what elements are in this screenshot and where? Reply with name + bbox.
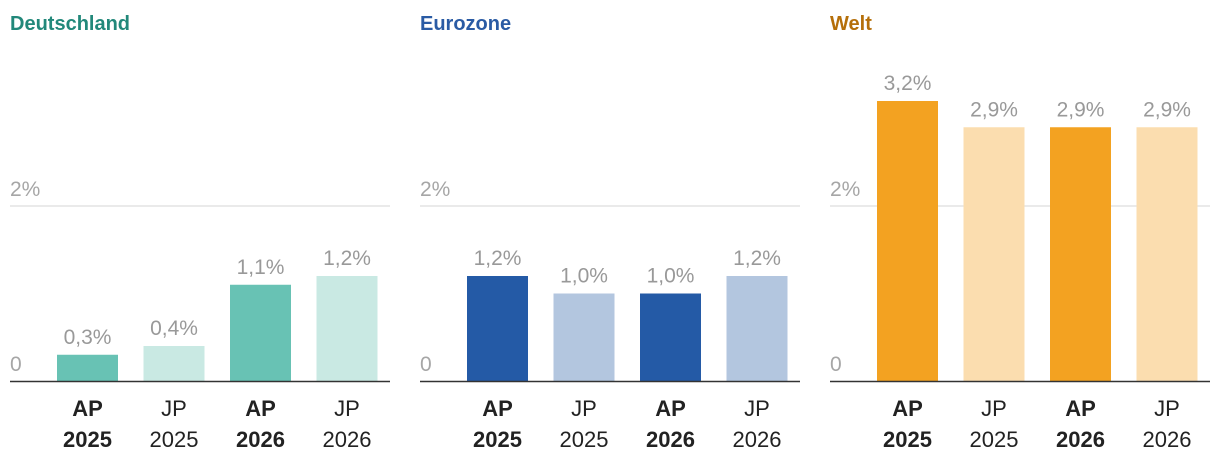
data-label: 0,3% [64, 326, 112, 349]
bar [640, 293, 701, 381]
x-tick-label: JP [744, 396, 770, 421]
data-label: 2,9% [970, 98, 1018, 121]
x-tick-label: AP [482, 396, 513, 421]
x-tick-label: 2026 [323, 427, 372, 452]
data-label: 1,2% [733, 247, 781, 270]
data-label: 1,0% [560, 265, 608, 288]
x-tick-label: 2026 [1143, 427, 1192, 452]
x-tick-label: JP [334, 396, 360, 421]
y-tick-label: 2% [10, 178, 40, 201]
x-tick-label: 2025 [883, 427, 932, 452]
x-tick-label: JP [981, 396, 1007, 421]
bar-chart-deutschland: 0 2% 0,3% AP 2025 0,4% JP 2025 1,1% AP 2026 1,2% JP 2… [10, 178, 390, 452]
bar [1136, 127, 1198, 381]
x-tick-label: 2026 [1056, 427, 1105, 452]
bar [143, 346, 205, 381]
x-tick-label: AP [72, 396, 103, 421]
bar [1050, 127, 1111, 381]
data-label: 1,2% [323, 247, 371, 270]
data-label: 2,9% [1143, 98, 1191, 121]
x-tick-label: 2025 [560, 427, 609, 452]
data-label: 3,2% [884, 72, 932, 95]
bar [726, 276, 788, 381]
y-tick-label: 0 [830, 353, 842, 376]
x-tick-label: JP [1154, 396, 1180, 421]
x-tick-label: AP [245, 396, 276, 421]
chart-title: Eurozone [420, 13, 512, 35]
x-tick-label: JP [161, 396, 187, 421]
chart-panel-welt: Welt 0 2% 3,2% AP 2025 2,9% JP 2025 2,9% AP 2026 2,… [830, 0, 1220, 468]
chart-title: Deutschland [10, 13, 131, 35]
x-tick-label: 2026 [236, 427, 285, 452]
bar [230, 284, 291, 381]
data-label: 1,0% [647, 265, 695, 288]
x-tick-label: AP [655, 396, 686, 421]
x-tick-label: 2025 [970, 427, 1019, 452]
x-tick-label: AP [892, 396, 923, 421]
y-tick-label: 0 [10, 353, 22, 376]
bar [467, 276, 528, 381]
data-label: 1,2% [474, 247, 522, 270]
bar [963, 127, 1025, 381]
x-tick-label: 2026 [646, 427, 695, 452]
y-tick-label: 2% [830, 178, 860, 201]
y-tick-label: 2% [420, 178, 450, 201]
bar-chart-eurozone: 0 2% 1,2% AP 2025 1,0% JP 2025 1,0% AP 2026 1,2% JP 2… [420, 178, 800, 452]
data-label: 0,4% [150, 317, 198, 340]
x-tick-label: 2025 [473, 427, 522, 452]
x-tick-label: 2026 [733, 427, 782, 452]
x-tick-label: 2025 [63, 427, 112, 452]
bar-chart-welt: 0 2% 3,2% AP 2025 2,9% JP 2025 2,9% AP 2026 2,9% JP 2… [830, 72, 1210, 452]
chart-panel-eurozone: Eurozone 0 2% 1,2% AP 2025 1,0% JP 2025 1,0% AP 20… [420, 0, 820, 468]
bar [877, 101, 938, 381]
bar [316, 276, 378, 381]
x-tick-label: AP [1065, 396, 1096, 421]
x-tick-label: JP [571, 396, 597, 421]
bar [553, 293, 615, 381]
data-label: 1,1% [237, 256, 285, 279]
bar [57, 354, 118, 381]
chart-panel-deutschland: Deutschland 0 2% 0,3% AP 2025 0,4% JP 2025 1,1% A… [10, 0, 410, 468]
chart-title: Welt [830, 13, 872, 35]
y-tick-label: 0 [420, 353, 432, 376]
data-label: 2,9% [1057, 98, 1105, 121]
x-tick-label: 2025 [150, 427, 199, 452]
